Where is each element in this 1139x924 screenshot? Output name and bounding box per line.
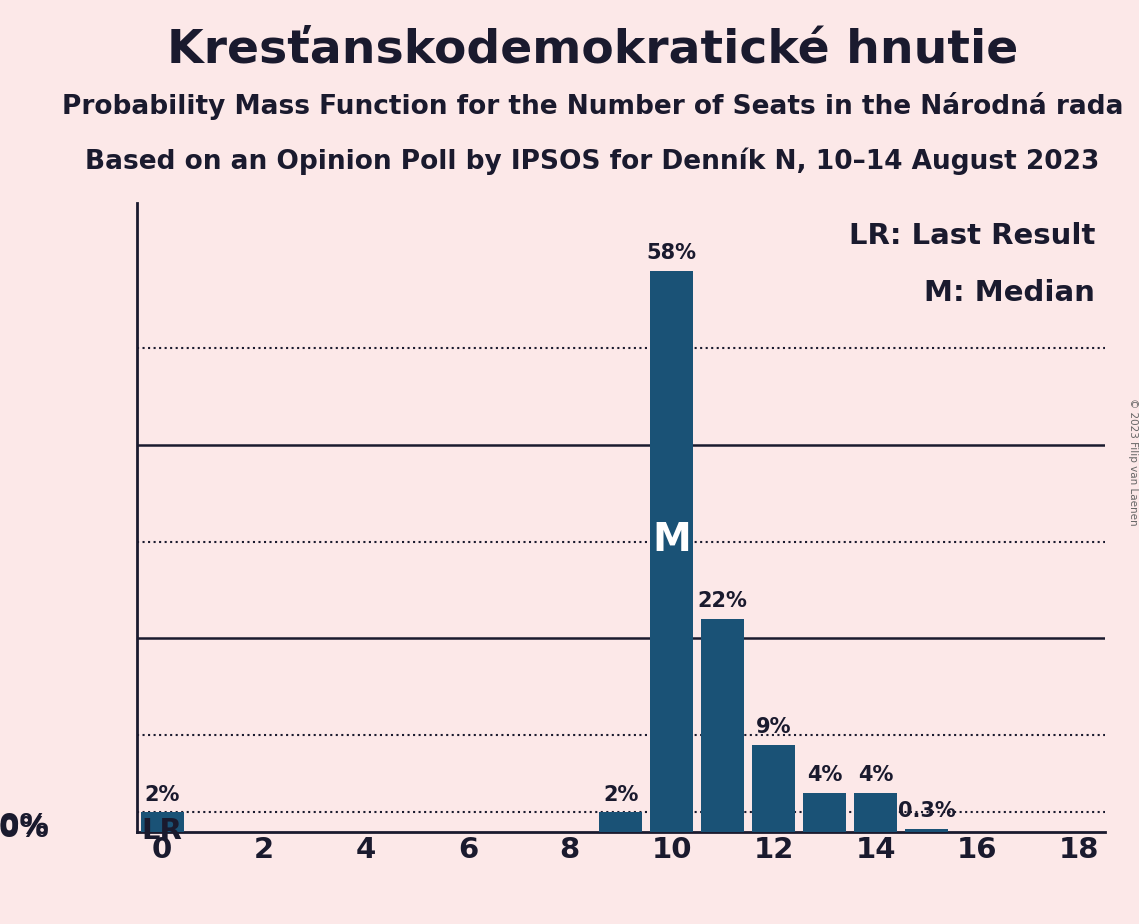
Bar <box>752 745 795 832</box>
Text: 4%: 4% <box>858 765 893 785</box>
Bar <box>854 793 898 832</box>
Text: © 2023 Filip van Laenen: © 2023 Filip van Laenen <box>1129 398 1138 526</box>
Text: Probability Mass Function for the Number of Seats in the Národná rada: Probability Mass Function for the Number… <box>62 92 1123 120</box>
Text: 2%: 2% <box>603 784 639 805</box>
Text: 9%: 9% <box>756 717 792 736</box>
Text: 0.3%: 0.3% <box>898 801 956 821</box>
Text: M: Median: M: Median <box>924 279 1095 307</box>
Text: LR: Last Result: LR: Last Result <box>849 222 1095 250</box>
Text: 58%: 58% <box>647 243 697 263</box>
Text: Kresťanskodemokratické hnutie: Kresťanskodemokratické hnutie <box>166 28 1018 73</box>
Text: Based on an Opinion Poll by IPSOS for Denník N, 10–14 August 2023: Based on an Opinion Poll by IPSOS for De… <box>85 148 1099 176</box>
Bar <box>700 619 744 832</box>
Bar <box>140 812 183 832</box>
Text: 2%: 2% <box>145 784 180 805</box>
Text: 20%: 20% <box>0 815 50 843</box>
Bar <box>803 793 846 832</box>
Text: 22%: 22% <box>698 591 747 611</box>
Text: 4%: 4% <box>806 765 842 785</box>
Bar <box>904 829 948 832</box>
Text: LR: LR <box>141 818 182 845</box>
Bar <box>599 812 642 832</box>
Text: 40%: 40% <box>0 811 50 840</box>
Bar <box>650 271 694 832</box>
Text: M: M <box>653 521 691 559</box>
